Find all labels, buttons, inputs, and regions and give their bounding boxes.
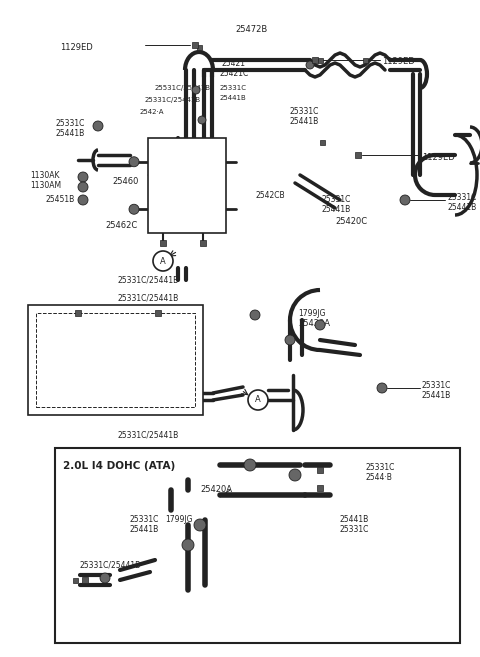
Circle shape (400, 195, 410, 205)
Text: 1129ED: 1129ED (422, 152, 455, 162)
Text: 1130AK: 1130AK (30, 171, 60, 179)
Circle shape (129, 204, 139, 214)
Circle shape (78, 195, 88, 205)
Circle shape (153, 251, 173, 271)
Circle shape (198, 116, 206, 124)
Circle shape (248, 390, 268, 410)
Text: 25331C: 25331C (447, 194, 476, 202)
Text: 25441B: 25441B (447, 204, 476, 212)
Text: A: A (255, 396, 261, 405)
Text: 25531C/25441B: 25531C/25441B (155, 85, 211, 91)
Bar (155, 310, 161, 316)
Bar (355, 152, 361, 158)
Text: 2542·A: 2542·A (140, 109, 165, 115)
Text: 25451B: 25451B (45, 196, 74, 204)
Text: 1129ED: 1129ED (382, 58, 415, 66)
Text: 2542CB: 2542CB (255, 191, 285, 200)
Text: 2.0L I4 DOHC (ATA): 2.0L I4 DOHC (ATA) (63, 461, 175, 471)
Circle shape (100, 573, 110, 583)
Text: 1129ED: 1129ED (60, 43, 93, 53)
Text: 1799JG: 1799JG (298, 309, 325, 317)
Text: 2544·B: 2544·B (365, 474, 392, 482)
Text: 25441B: 25441B (322, 206, 351, 214)
Bar (160, 240, 166, 246)
Text: 25420A: 25420A (200, 486, 232, 495)
Bar (317, 485, 323, 491)
Bar (55, 448, 460, 643)
Circle shape (285, 335, 295, 345)
Text: 25421C: 25421C (220, 68, 249, 78)
Text: 25421: 25421 (222, 58, 246, 68)
Text: 25331C/25441B: 25331C/25441B (118, 430, 179, 440)
Bar (75, 310, 81, 316)
Text: 25441B: 25441B (422, 392, 451, 401)
Text: 25331C/25441B: 25331C/25441B (118, 275, 179, 284)
Circle shape (182, 539, 194, 551)
Text: 1130AM: 1130AM (30, 181, 61, 189)
Circle shape (78, 172, 88, 182)
Circle shape (78, 182, 88, 192)
Text: 25462C: 25462C (105, 221, 137, 229)
Text: 25331C/25441B: 25331C/25441B (145, 97, 201, 103)
Text: 25331C: 25331C (130, 516, 159, 524)
Circle shape (289, 469, 301, 481)
Text: 25331C: 25331C (220, 85, 247, 91)
Bar (28, 305, 203, 415)
Text: 25460: 25460 (112, 177, 138, 187)
Text: 25331C: 25331C (365, 463, 395, 472)
Circle shape (244, 459, 256, 471)
Text: 25331C: 25331C (55, 118, 84, 127)
Text: 25472B: 25472B (235, 26, 267, 35)
Text: 25441B: 25441B (340, 516, 369, 524)
Text: 25331C: 25331C (322, 196, 351, 204)
Bar (312, 57, 318, 63)
Text: 25331C/25441B: 25331C/25441B (80, 560, 141, 570)
Bar (36, 313, 195, 407)
Text: A: A (160, 256, 166, 265)
Text: 25331C: 25331C (290, 108, 319, 116)
Text: 1799JG: 1799JG (165, 516, 192, 524)
Text: 25331C: 25331C (422, 382, 451, 390)
Bar (196, 45, 202, 49)
Circle shape (192, 86, 200, 94)
Text: 25420A: 25420A (298, 319, 330, 327)
Text: 25331C/25441B: 25331C/25441B (118, 294, 179, 302)
Circle shape (306, 61, 314, 69)
Bar (192, 42, 198, 48)
Bar (72, 578, 77, 583)
Bar (317, 467, 323, 473)
Circle shape (93, 121, 103, 131)
Bar (148, 138, 226, 233)
Text: 25331C: 25331C (340, 526, 370, 535)
Bar (82, 577, 88, 583)
Text: 25441B: 25441B (130, 526, 159, 535)
Circle shape (315, 320, 325, 330)
Circle shape (129, 157, 139, 167)
Text: 25441B: 25441B (55, 129, 84, 137)
Circle shape (194, 519, 206, 531)
Text: 25441B: 25441B (220, 95, 247, 101)
Bar (317, 58, 323, 62)
Text: 25441B: 25441B (290, 118, 319, 127)
Circle shape (250, 310, 260, 320)
Bar (362, 58, 368, 62)
Bar (200, 240, 206, 246)
Bar (320, 139, 324, 145)
Circle shape (377, 383, 387, 393)
Text: 25420C: 25420C (335, 217, 367, 227)
